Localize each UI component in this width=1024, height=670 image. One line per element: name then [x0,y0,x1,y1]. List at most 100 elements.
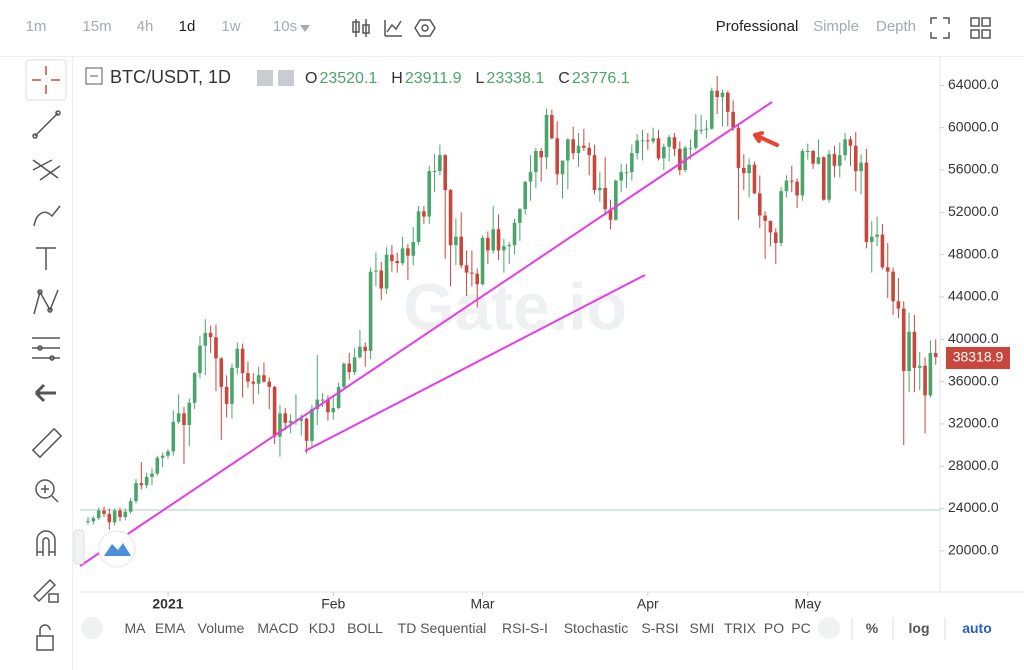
scroll-left[interactable] [81,617,103,639]
candle-body [662,146,666,159]
candle-body [171,421,176,452]
candle-body [640,140,645,142]
panel-toggle[interactable] [73,529,85,565]
indicator-button[interactable]: EMA [154,620,186,636]
layout-icon[interactable] [970,17,991,39]
candle-body [464,265,469,273]
indicator-button[interactable]: KDJ [308,620,336,636]
tool-frame [25,59,67,101]
candle-body [96,510,101,519]
candle-body [811,150,815,164]
view-button[interactable]: Depth [875,18,917,35]
interval-button[interactable]: 10s [272,18,298,35]
candle-body [336,386,341,409]
interval-button[interactable]: 4h [136,18,154,35]
candle-body [571,139,575,154]
x-tick-label: Mar [470,596,494,612]
scroll-right[interactable] [818,617,840,639]
candle-body [155,457,160,474]
settings-button[interactable] [278,70,294,86]
interval-button[interactable]: 1m [25,18,47,35]
legend-value: 23520.1 [319,70,377,87]
indicator-button[interactable]: MA [124,620,146,636]
indicator-button[interactable]: PC [791,620,811,636]
candle-body [390,254,394,261]
candle-body [107,513,112,523]
indicator-button[interactable]: PO [763,620,785,636]
candle-body [528,172,533,182]
candle-body [160,455,165,458]
scale-button[interactable]: auto [962,620,992,636]
candle-body [400,248,405,264]
lock-tool[interactable] [36,624,54,651]
fullscreen-icon[interactable] [930,17,950,39]
y-tick-label: 60000.0 [948,118,999,134]
indicator-button[interactable]: MACD [257,620,299,636]
zoom-tool[interactable] [35,479,59,503]
candle-body [480,237,485,285]
legend-key: O [305,70,317,87]
candle-body [614,180,618,220]
indicator-button[interactable]: RSI-S-I [502,620,548,636]
candle-body [288,420,293,423]
scale-button[interactable]: log [908,620,930,636]
candle-body [853,145,858,172]
indicator-button[interactable]: TRIX [724,620,756,636]
lock-draw-tool[interactable] [32,578,59,603]
indicator-button[interactable]: S-RSI [641,620,679,636]
candle-body [816,157,821,164]
candle-body [507,245,512,247]
candle-body [112,510,117,523]
candle-body [901,308,906,372]
indicator-icon[interactable] [384,20,402,37]
y-tick-label: 44000.0 [948,288,999,304]
ruler-tool[interactable] [31,427,63,459]
interval-button[interactable]: 1d [178,18,196,35]
y-tick-label: 32000.0 [948,415,999,431]
view-button[interactable]: Professional [715,18,799,35]
interval-button[interactable]: 15m [82,18,112,35]
candle-body [176,413,181,422]
candle-icon[interactable] [352,19,370,37]
candle-body [598,188,602,191]
channel-tool[interactable] [32,159,61,181]
candle-body [299,418,304,421]
candle-body [486,237,490,251]
candle-body [550,115,554,139]
interval-button[interactable]: 1w [221,18,241,35]
hide-tool[interactable] [34,383,56,403]
candle-body [86,521,90,523]
brush-tool[interactable] [33,205,61,227]
candle-body [667,137,671,147]
indicator-button[interactable]: TD Sequential [397,620,487,636]
candle-body [704,128,709,130]
candle-body [331,408,336,413]
candle-body [278,413,282,437]
fib-tool[interactable] [32,337,60,361]
candle-body [731,111,735,128]
scale-button[interactable]: % [865,620,879,636]
crosshair-tool[interactable] [32,66,60,94]
pattern-tool[interactable] [33,289,59,315]
dropdown-arrow [300,25,310,32]
indicator-button[interactable]: SMI [689,620,715,636]
collapse-button[interactable] [85,67,103,85]
magnet-tool[interactable] [36,530,56,556]
candle-body [917,365,922,368]
indicator-button[interactable]: Volume [197,620,245,636]
chart-title: BTC/USDT, 1D [110,67,231,87]
candle-body [683,147,687,171]
candle-body [192,373,197,403]
indicator-button[interactable]: BOLL [347,620,383,636]
candle-body [128,501,133,512]
line-tool[interactable] [32,110,61,139]
view-button[interactable]: Simple [813,18,859,35]
candle-body [230,367,234,404]
candle-body [251,381,256,384]
settings-icon[interactable] [414,19,436,37]
candle-body [320,399,325,401]
text-tool[interactable] [36,247,56,270]
eye-button[interactable] [257,70,273,86]
candle-body [443,155,448,191]
indicator-button[interactable]: Stochastic [563,620,629,636]
